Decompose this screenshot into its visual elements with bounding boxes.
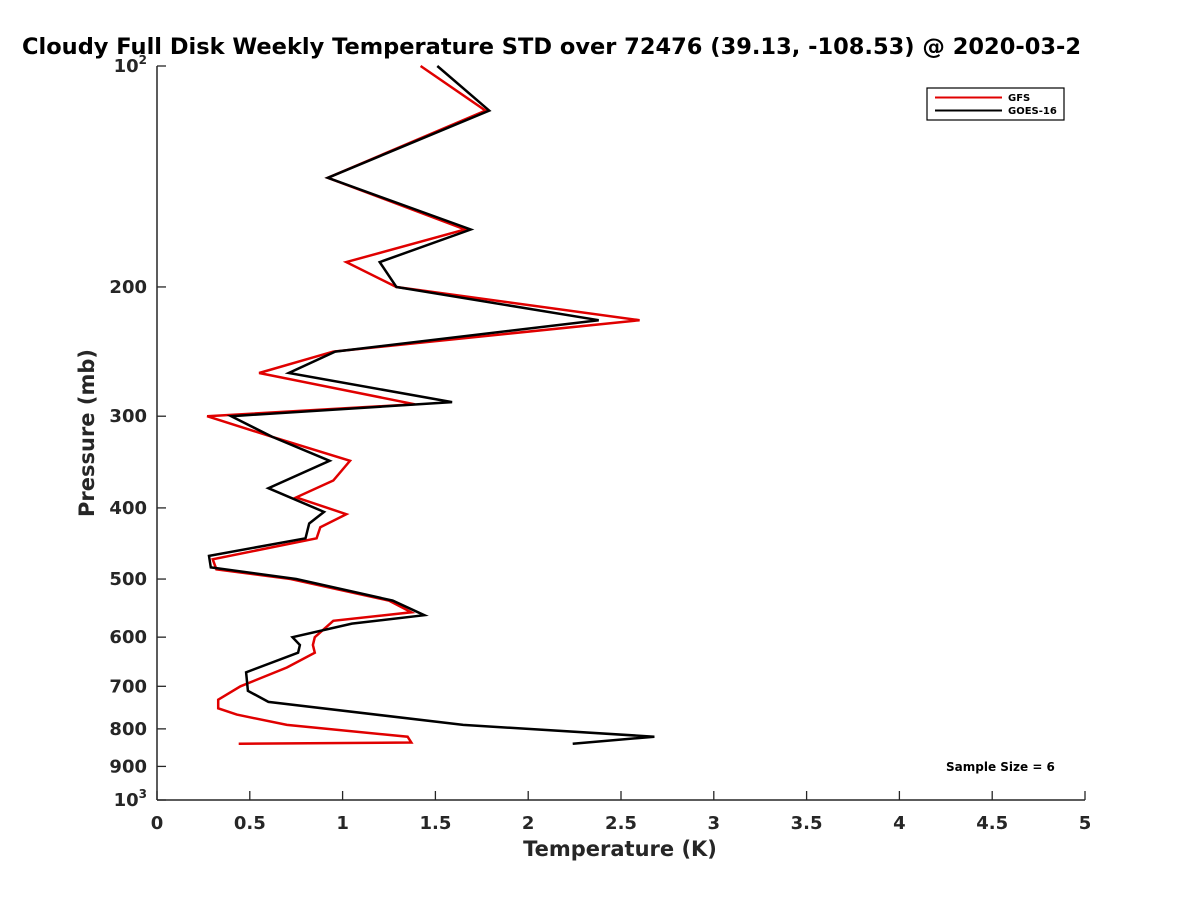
x-tick-label: 3.5: [791, 813, 823, 834]
legend: GFS GOES-16: [926, 87, 1065, 121]
x-ticks: 0 0.5 1 1.5 2 2.5 3 3.5 4 4.5 5: [151, 791, 1092, 834]
series-line-goes-16: [207, 65, 655, 745]
y-tick-label: 900: [109, 756, 147, 777]
chart-title: Cloudy Full Disk Weekly Temperature STD …: [22, 34, 1081, 60]
x-tick-label: 4: [893, 813, 906, 834]
y-tick-label: 102: [114, 53, 147, 77]
x-tick-label: 2: [522, 813, 535, 834]
x-tick-label: 0: [151, 813, 164, 834]
y-tick-label: 700: [109, 676, 147, 697]
x-tick-label: 0.5: [234, 813, 266, 834]
y-axis-label: Pressure (mb): [75, 349, 99, 517]
y-tick-label: 400: [109, 498, 147, 519]
x-tick-label: 3: [708, 813, 721, 834]
x-tick-label: 5: [1079, 813, 1092, 834]
x-tick-label: 4.5: [976, 813, 1008, 834]
y-tick-label: 800: [109, 719, 147, 740]
legend-label-gfs: GFS: [1008, 93, 1030, 104]
x-tick-label: 1: [336, 813, 349, 834]
x-axis-label: Temperature (K): [523, 837, 717, 861]
legend-label-goes-16: GOES-16: [1008, 106, 1057, 117]
y-tick-label: 500: [109, 569, 147, 590]
sample-size-annotation: Sample Size = 6: [946, 760, 1055, 774]
series-line-gfs: [206, 64, 640, 745]
legend-box: [926, 87, 1065, 121]
x-tick-label: 1.5: [419, 813, 451, 834]
y-tick-label: 200: [109, 277, 147, 298]
series-group: [206, 64, 655, 745]
y-tick-label: 300: [109, 406, 147, 427]
y-tick-label: 103: [114, 787, 147, 811]
x-tick-label: 2.5: [605, 813, 637, 834]
y-tick-label: 600: [109, 627, 147, 648]
y-ticks: 102 200 300 400 500 600 700 800 900 103: [109, 53, 166, 811]
